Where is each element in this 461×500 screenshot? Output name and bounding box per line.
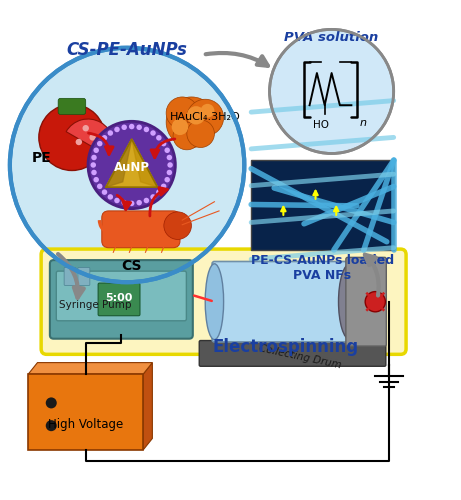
Circle shape (94, 141, 100, 148)
FancyBboxPatch shape (98, 283, 140, 316)
Circle shape (156, 135, 162, 140)
Text: Electrospinning: Electrospinning (213, 338, 359, 355)
Circle shape (136, 200, 142, 205)
Circle shape (114, 198, 120, 203)
Circle shape (46, 398, 57, 408)
Circle shape (91, 170, 97, 175)
Text: HAuCl₄.3H₂O: HAuCl₄.3H₂O (170, 112, 241, 122)
Circle shape (94, 148, 99, 153)
FancyArrowPatch shape (117, 196, 130, 209)
FancyBboxPatch shape (199, 340, 386, 366)
Circle shape (201, 104, 214, 118)
Circle shape (165, 148, 170, 153)
Text: CS: CS (121, 259, 142, 273)
Circle shape (161, 141, 166, 146)
FancyBboxPatch shape (102, 211, 180, 248)
FancyBboxPatch shape (212, 262, 355, 342)
FancyBboxPatch shape (64, 268, 76, 285)
Circle shape (164, 212, 191, 240)
Circle shape (144, 126, 149, 132)
FancyArrowPatch shape (89, 133, 113, 154)
Text: CS-PE-AuNPs: CS-PE-AuNPs (67, 41, 188, 59)
Text: 5:00: 5:00 (106, 294, 133, 304)
Ellipse shape (205, 264, 224, 340)
Circle shape (166, 170, 172, 175)
Text: High Voltage: High Voltage (48, 418, 124, 431)
Circle shape (187, 120, 214, 148)
Circle shape (107, 194, 113, 200)
Polygon shape (132, 139, 158, 187)
Circle shape (90, 162, 96, 168)
Circle shape (270, 30, 394, 154)
Polygon shape (106, 139, 158, 187)
FancyArrowPatch shape (151, 139, 175, 158)
Text: AuNP: AuNP (114, 162, 150, 174)
FancyBboxPatch shape (56, 271, 186, 321)
Text: Collecting Drum: Collecting Drum (258, 344, 343, 370)
Circle shape (136, 124, 142, 130)
Text: PE-CS-AuNPs loaded
PVA NFs: PE-CS-AuNPs loaded PVA NFs (251, 254, 394, 281)
Circle shape (102, 190, 107, 195)
Circle shape (165, 177, 170, 182)
Circle shape (187, 99, 224, 136)
Circle shape (97, 141, 102, 146)
Circle shape (10, 48, 244, 282)
Circle shape (102, 135, 107, 140)
FancyBboxPatch shape (50, 260, 193, 338)
Text: Syringe Pump: Syringe Pump (59, 300, 131, 310)
Text: PVA solution: PVA solution (284, 31, 379, 44)
Circle shape (129, 200, 135, 206)
Polygon shape (106, 139, 132, 187)
Polygon shape (28, 362, 153, 374)
Circle shape (167, 162, 173, 168)
Wedge shape (66, 119, 113, 157)
Circle shape (76, 139, 82, 145)
Circle shape (150, 130, 156, 136)
Circle shape (150, 194, 156, 200)
Circle shape (107, 130, 113, 136)
Circle shape (97, 184, 102, 189)
Circle shape (161, 184, 166, 189)
Circle shape (156, 190, 162, 195)
Text: HO: HO (313, 120, 329, 130)
Ellipse shape (338, 264, 361, 340)
FancyBboxPatch shape (58, 98, 86, 114)
Circle shape (121, 124, 127, 130)
Polygon shape (143, 362, 153, 450)
Text: PE: PE (32, 151, 52, 165)
FancyBboxPatch shape (41, 249, 406, 354)
Circle shape (166, 97, 217, 148)
FancyBboxPatch shape (78, 268, 90, 285)
Circle shape (114, 126, 120, 132)
Circle shape (173, 122, 201, 150)
FancyArrowPatch shape (150, 188, 167, 216)
Circle shape (121, 200, 127, 205)
FancyBboxPatch shape (28, 374, 143, 450)
Circle shape (89, 134, 96, 140)
Circle shape (91, 154, 97, 160)
Circle shape (83, 125, 89, 132)
Circle shape (166, 154, 172, 160)
FancyBboxPatch shape (251, 160, 394, 250)
Circle shape (88, 122, 175, 208)
Text: n: n (359, 118, 366, 128)
Circle shape (187, 106, 205, 124)
Circle shape (94, 177, 99, 182)
FancyBboxPatch shape (346, 258, 386, 346)
Circle shape (46, 420, 57, 431)
Circle shape (365, 292, 385, 312)
Circle shape (171, 118, 188, 135)
Circle shape (129, 124, 135, 130)
Circle shape (39, 104, 105, 170)
Circle shape (144, 198, 149, 203)
Circle shape (166, 97, 198, 129)
